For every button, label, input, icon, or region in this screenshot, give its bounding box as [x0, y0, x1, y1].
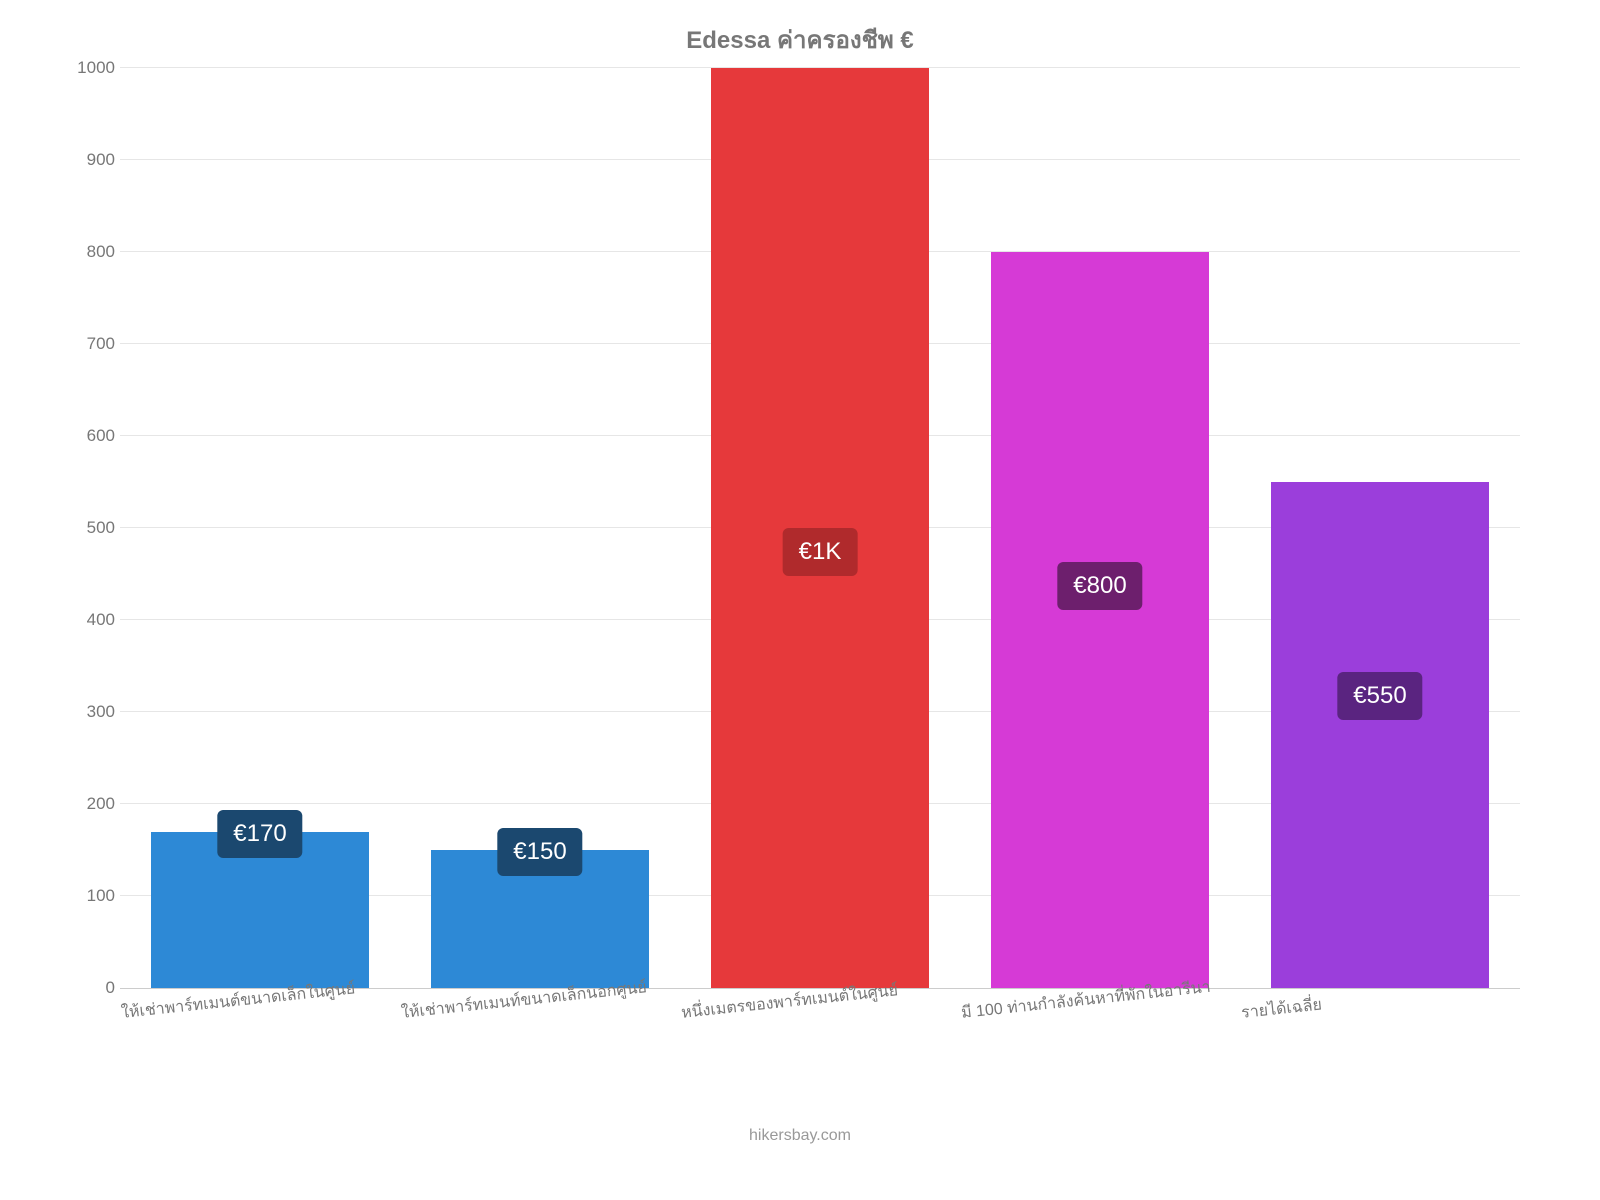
y-tick-label: 700	[60, 334, 115, 354]
bar-value-label: €1K	[783, 528, 858, 576]
bar-value-label: €800	[1057, 562, 1142, 610]
bar-slot: €150	[400, 69, 680, 988]
bar: €170	[151, 832, 369, 988]
x-tick-slot: ให้เช่าพาร์ทเมนท์ขนาดเล็กนอกศูนย์	[400, 989, 680, 1049]
bar-value-label: €150	[497, 828, 582, 876]
y-tick-label: 800	[60, 242, 115, 262]
bar: €150	[431, 850, 649, 988]
y-tick-label: 400	[60, 610, 115, 630]
bar-value-label: €170	[217, 810, 302, 858]
x-tick-slot: มี 100 ท่านกำลังค้นหาที่พักในอารีนา	[960, 989, 1240, 1049]
bar: €1K	[711, 68, 929, 988]
bars-row: €170 €150 €1K €800 €550	[120, 69, 1520, 988]
y-tick-label: 300	[60, 702, 115, 722]
bar: €550	[1271, 482, 1489, 988]
x-tick-slot: ให้เช่าพาร์ทเมนต์ขนาดเล็กในศูนย์	[120, 989, 400, 1049]
x-axis: ให้เช่าพาร์ทเมนต์ขนาดเล็กในศูนย์ให้เช่าพ…	[120, 989, 1520, 1049]
y-tick-label: 600	[60, 426, 115, 446]
bar-slot: €550	[1240, 69, 1520, 988]
bar-value-label: €550	[1337, 672, 1422, 720]
x-tick-slot: หนึ่งเมตรของพาร์ทเมนต์ในศูนย์	[680, 989, 960, 1049]
y-axis: 01002003004005006007008009001000	[60, 69, 115, 988]
y-tick-label: 900	[60, 150, 115, 170]
y-tick-label: 100	[60, 886, 115, 906]
bar: €800	[991, 252, 1209, 988]
plot-area: 01002003004005006007008009001000 €170€15…	[120, 69, 1520, 989]
y-tick-label: 500	[60, 518, 115, 538]
y-tick-label: 0	[60, 978, 115, 998]
x-tick-label: รายได้เฉลี่ย	[1240, 993, 1323, 1026]
bar-slot: €800	[960, 69, 1240, 988]
cost-of-living-chart: Edessa ค่าครองชีพ € 01002003004005006007…	[60, 20, 1540, 1050]
y-tick-label: 200	[60, 794, 115, 814]
y-tick-label: 1000	[60, 58, 115, 78]
bar-slot: €170	[120, 69, 400, 988]
x-tick-slot: รายได้เฉลี่ย	[1240, 989, 1520, 1049]
bar-slot: €1K	[680, 69, 960, 988]
attribution: hikersbay.com	[0, 1127, 1600, 1145]
chart-title: Edessa ค่าครองชีพ €	[60, 20, 1540, 59]
